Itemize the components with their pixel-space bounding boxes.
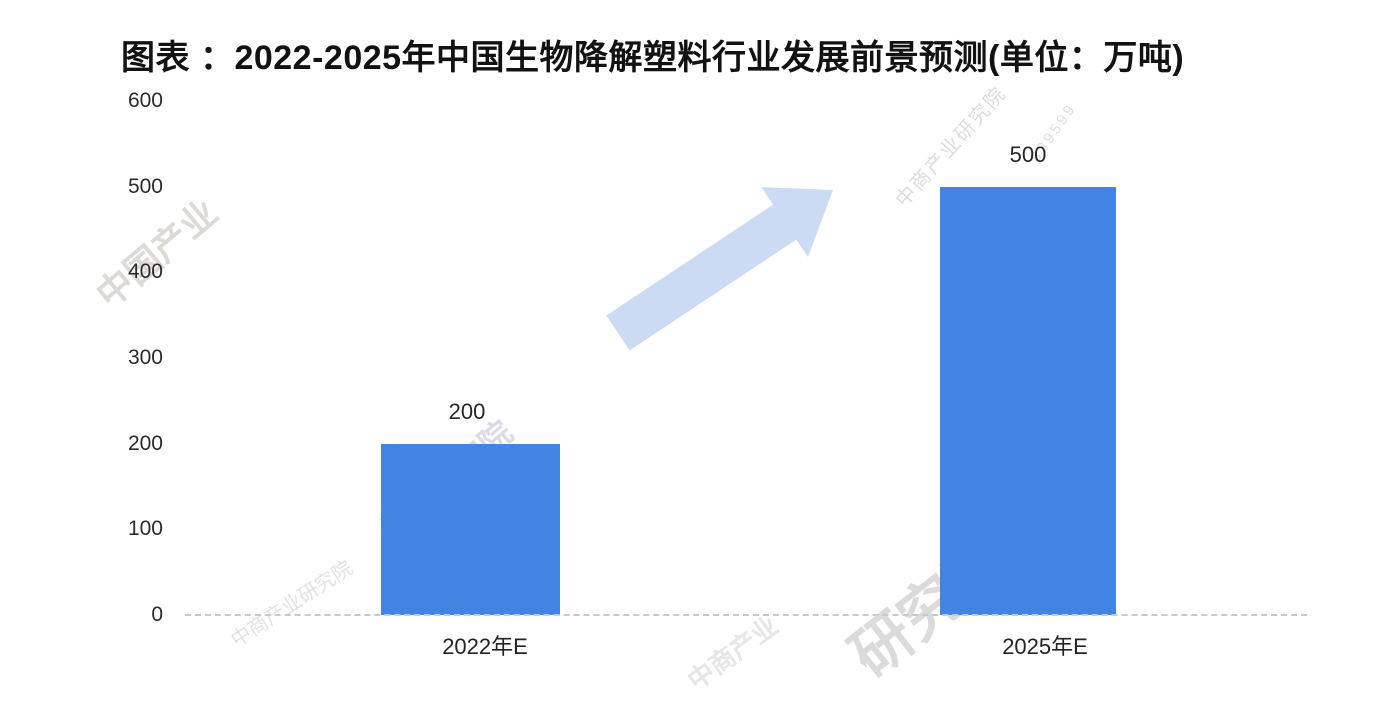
y-axis-tick-label: 400	[127, 260, 163, 284]
y-axis-tick-label: 200	[127, 431, 163, 455]
watermark: 中国产业	[88, 191, 226, 316]
y-axis-tick-label: 300	[127, 346, 163, 369]
chart-title: 图表 ：2022-2025年中国生物降解塑料行业发展前景预测(单位：万吨)	[121, 39, 1185, 77]
bar-2025	[940, 187, 1116, 615]
x-axis-line	[185, 614, 1307, 616]
watermark: 中商产业	[682, 610, 784, 696]
bar-2022	[381, 444, 560, 615]
x-axis-label-2025: 2025年E	[1002, 634, 1088, 659]
value-label-2022: 200	[448, 399, 486, 424]
watermark: 中商产业研究院	[227, 557, 357, 652]
y-axis-tick-label: 500	[127, 174, 163, 198]
value-label-2025: 500	[1009, 142, 1047, 167]
x-axis-label-2022: 2022年E	[442, 634, 528, 659]
y-axis-tick-label: 0	[151, 603, 163, 626]
y-axis-tick-label: 100	[127, 517, 163, 541]
growth-arrow-icon	[606, 187, 833, 351]
y-axis-tick-label: 600	[127, 89, 163, 112]
